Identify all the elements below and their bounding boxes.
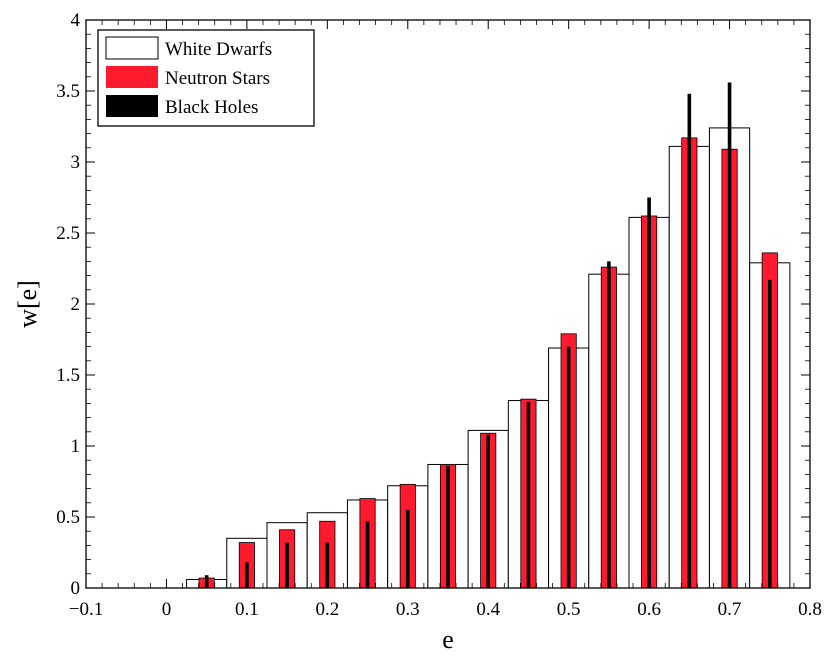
x-tick-label: 0.2 [315, 599, 339, 620]
y-tick-label: 3.5 [56, 81, 80, 102]
legend-swatch-neutron-stars [106, 66, 158, 88]
x-tick-label: 0.5 [557, 599, 581, 620]
y-tick-label: 1.5 [56, 365, 80, 386]
x-tick-label: 0.7 [718, 599, 742, 620]
y-tick-label: 1 [71, 436, 81, 457]
legend-swatch-white-dwarfs [105, 36, 159, 60]
bars-layer [186, 82, 791, 589]
y-tick-label: 2.5 [56, 223, 80, 244]
y-tick-label: 2 [71, 294, 81, 315]
x-tick-label: 0.1 [235, 599, 259, 620]
legend-label-neutron-stars: Neutron Stars [165, 68, 270, 89]
legend: White Dwarfs Neutron Stars Black Holes [97, 29, 315, 127]
bar-black-holes-2 [285, 542, 289, 588]
bar-black-holes-10 [607, 261, 611, 588]
legend-label-black-holes: Black Holes [165, 97, 258, 118]
x-tick-label: 0.8 [798, 599, 822, 620]
x-tick-label: 0.4 [476, 599, 500, 620]
bar-black-holes-9 [566, 346, 571, 588]
bar-black-holes-14 [767, 279, 772, 588]
legend-label-white-dwarfs: White Dwarfs [165, 39, 272, 60]
bar-black-holes-8 [526, 401, 531, 588]
bar-black-holes-11 [647, 197, 651, 588]
bar-black-holes-6 [446, 465, 450, 588]
bar-black-holes-5 [405, 509, 410, 588]
legend-swatch-black-holes [106, 95, 158, 117]
y-tick-label: 3 [71, 152, 81, 173]
x-tick-label: −0.1 [69, 599, 103, 620]
ticks-layer: −0.1 0 0.1 0.2 0.3 0.4 0.5 0.6 0.7 0.800.511.522.… [56, 10, 822, 620]
x-axis-label: e [442, 625, 454, 654]
bar-black-holes-13 [727, 82, 732, 588]
x-tick-label: 0.6 [637, 599, 661, 620]
bar-black-holes-3 [325, 542, 330, 588]
y-tick-label: 0.5 [56, 507, 80, 528]
bar-black-holes-4 [365, 521, 370, 588]
y-tick-label: 4 [71, 10, 81, 31]
bar-black-holes-1 [245, 562, 249, 588]
x-tick-label: 0.3 [396, 599, 420, 620]
y-axis-label: w[e] [13, 280, 42, 328]
y-tick-label: 0 [71, 578, 81, 599]
bar-black-holes-0 [204, 575, 209, 588]
x-tick-label: 0 [162, 599, 172, 620]
bar-black-holes-12 [687, 93, 692, 588]
bar-black-holes-7 [486, 434, 491, 588]
